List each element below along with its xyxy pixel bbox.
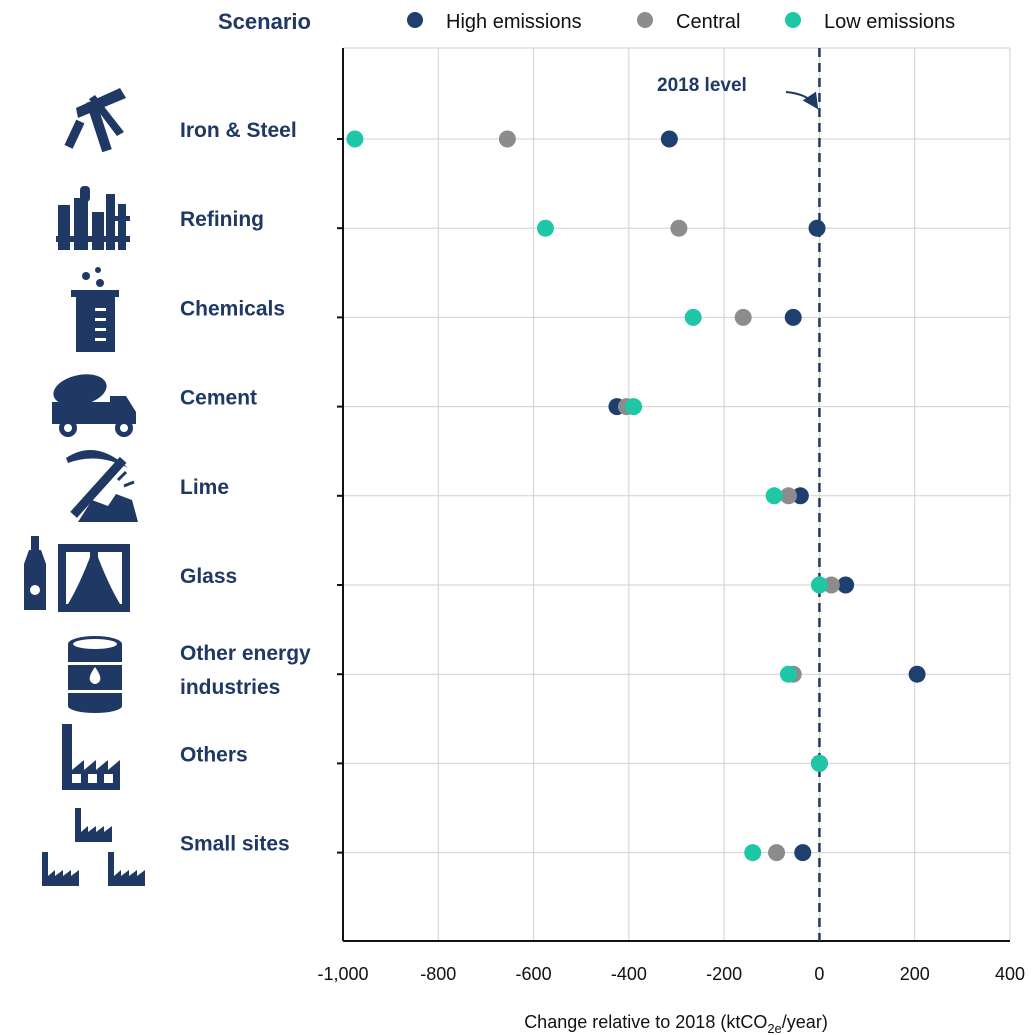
data-point	[536, 219, 554, 237]
data-point	[660, 130, 678, 148]
legend-marker-central	[637, 12, 653, 28]
refinery-icon	[56, 186, 130, 250]
data-point	[837, 576, 855, 594]
category-label: Small sites	[180, 833, 290, 856]
x-tick-label: -600	[516, 964, 552, 984]
annotation-arrow	[785, 91, 819, 110]
gridlines	[343, 47, 1011, 941]
data-point	[779, 665, 797, 683]
x-tick-label: -200	[706, 964, 742, 984]
category-label: Lime	[180, 476, 229, 499]
legend-label-low-emissions: Low emissions	[824, 11, 955, 33]
category-label: Iron & Steel	[180, 119, 297, 142]
x-tick-label: 200	[900, 964, 930, 984]
x-tick-label: -400	[611, 964, 647, 984]
pickaxe-hammer-icon	[64, 88, 126, 153]
factory-icon	[62, 724, 120, 790]
category-label: Refining	[180, 208, 264, 231]
x-tick-label: 400	[995, 964, 1025, 984]
data-point	[744, 844, 762, 862]
x-tick-label: 0	[814, 964, 824, 984]
oil-barrel-icon	[68, 636, 122, 713]
data-point	[625, 398, 643, 416]
annotation-2018-level: 2018 level	[657, 75, 747, 96]
data-point	[822, 576, 840, 594]
data-point	[810, 754, 828, 772]
data-point	[684, 308, 702, 326]
category-label: Other energy	[180, 642, 311, 665]
data-point	[765, 487, 783, 505]
beaker-icon	[71, 267, 119, 352]
legend-marker-high-emissions	[407, 12, 423, 28]
x-tick-label: -800	[420, 964, 456, 984]
data-point	[670, 219, 688, 237]
data-point	[346, 130, 364, 148]
data-point	[498, 130, 516, 148]
data-point	[768, 844, 786, 862]
data-point	[810, 576, 828, 594]
data-point	[908, 665, 926, 683]
data-point	[808, 219, 826, 237]
data-points	[346, 130, 926, 862]
x-axis-title: Change relative to 2018 (ktCO2e/year)	[524, 1012, 828, 1035]
legend: Scenario High emissions Central Low emis…	[218, 9, 955, 34]
x-tick-label: -1,000	[317, 964, 368, 984]
category-label: industries	[180, 676, 280, 699]
category-label: Glass	[180, 565, 237, 588]
legend-label-high-emissions: High emissions	[446, 11, 582, 33]
category-labels: Iron & Steel Refining Chemicals Cement Lime G…	[180, 119, 311, 856]
category-icons	[24, 88, 145, 886]
legend-title: Scenario	[218, 9, 311, 34]
category-label: Chemicals	[180, 297, 285, 320]
x-tick-labels: -1,000 -800 -600 -400 -200 0 200 400	[317, 964, 1025, 984]
data-point	[791, 487, 809, 505]
data-point	[779, 487, 797, 505]
data-point	[784, 308, 802, 326]
category-label: Cement	[180, 387, 257, 410]
category-label: Others	[180, 743, 248, 766]
legend-marker-low-emissions	[785, 12, 801, 28]
axes	[337, 48, 1010, 942]
data-point	[794, 844, 812, 862]
cement-truck-icon	[52, 374, 136, 437]
bottle-window-icon	[24, 536, 130, 612]
legend-label-central: Central	[676, 11, 740, 33]
small-factories-icon	[42, 808, 145, 886]
pickaxe-rocks-icon	[66, 450, 138, 522]
data-point	[734, 308, 752, 326]
